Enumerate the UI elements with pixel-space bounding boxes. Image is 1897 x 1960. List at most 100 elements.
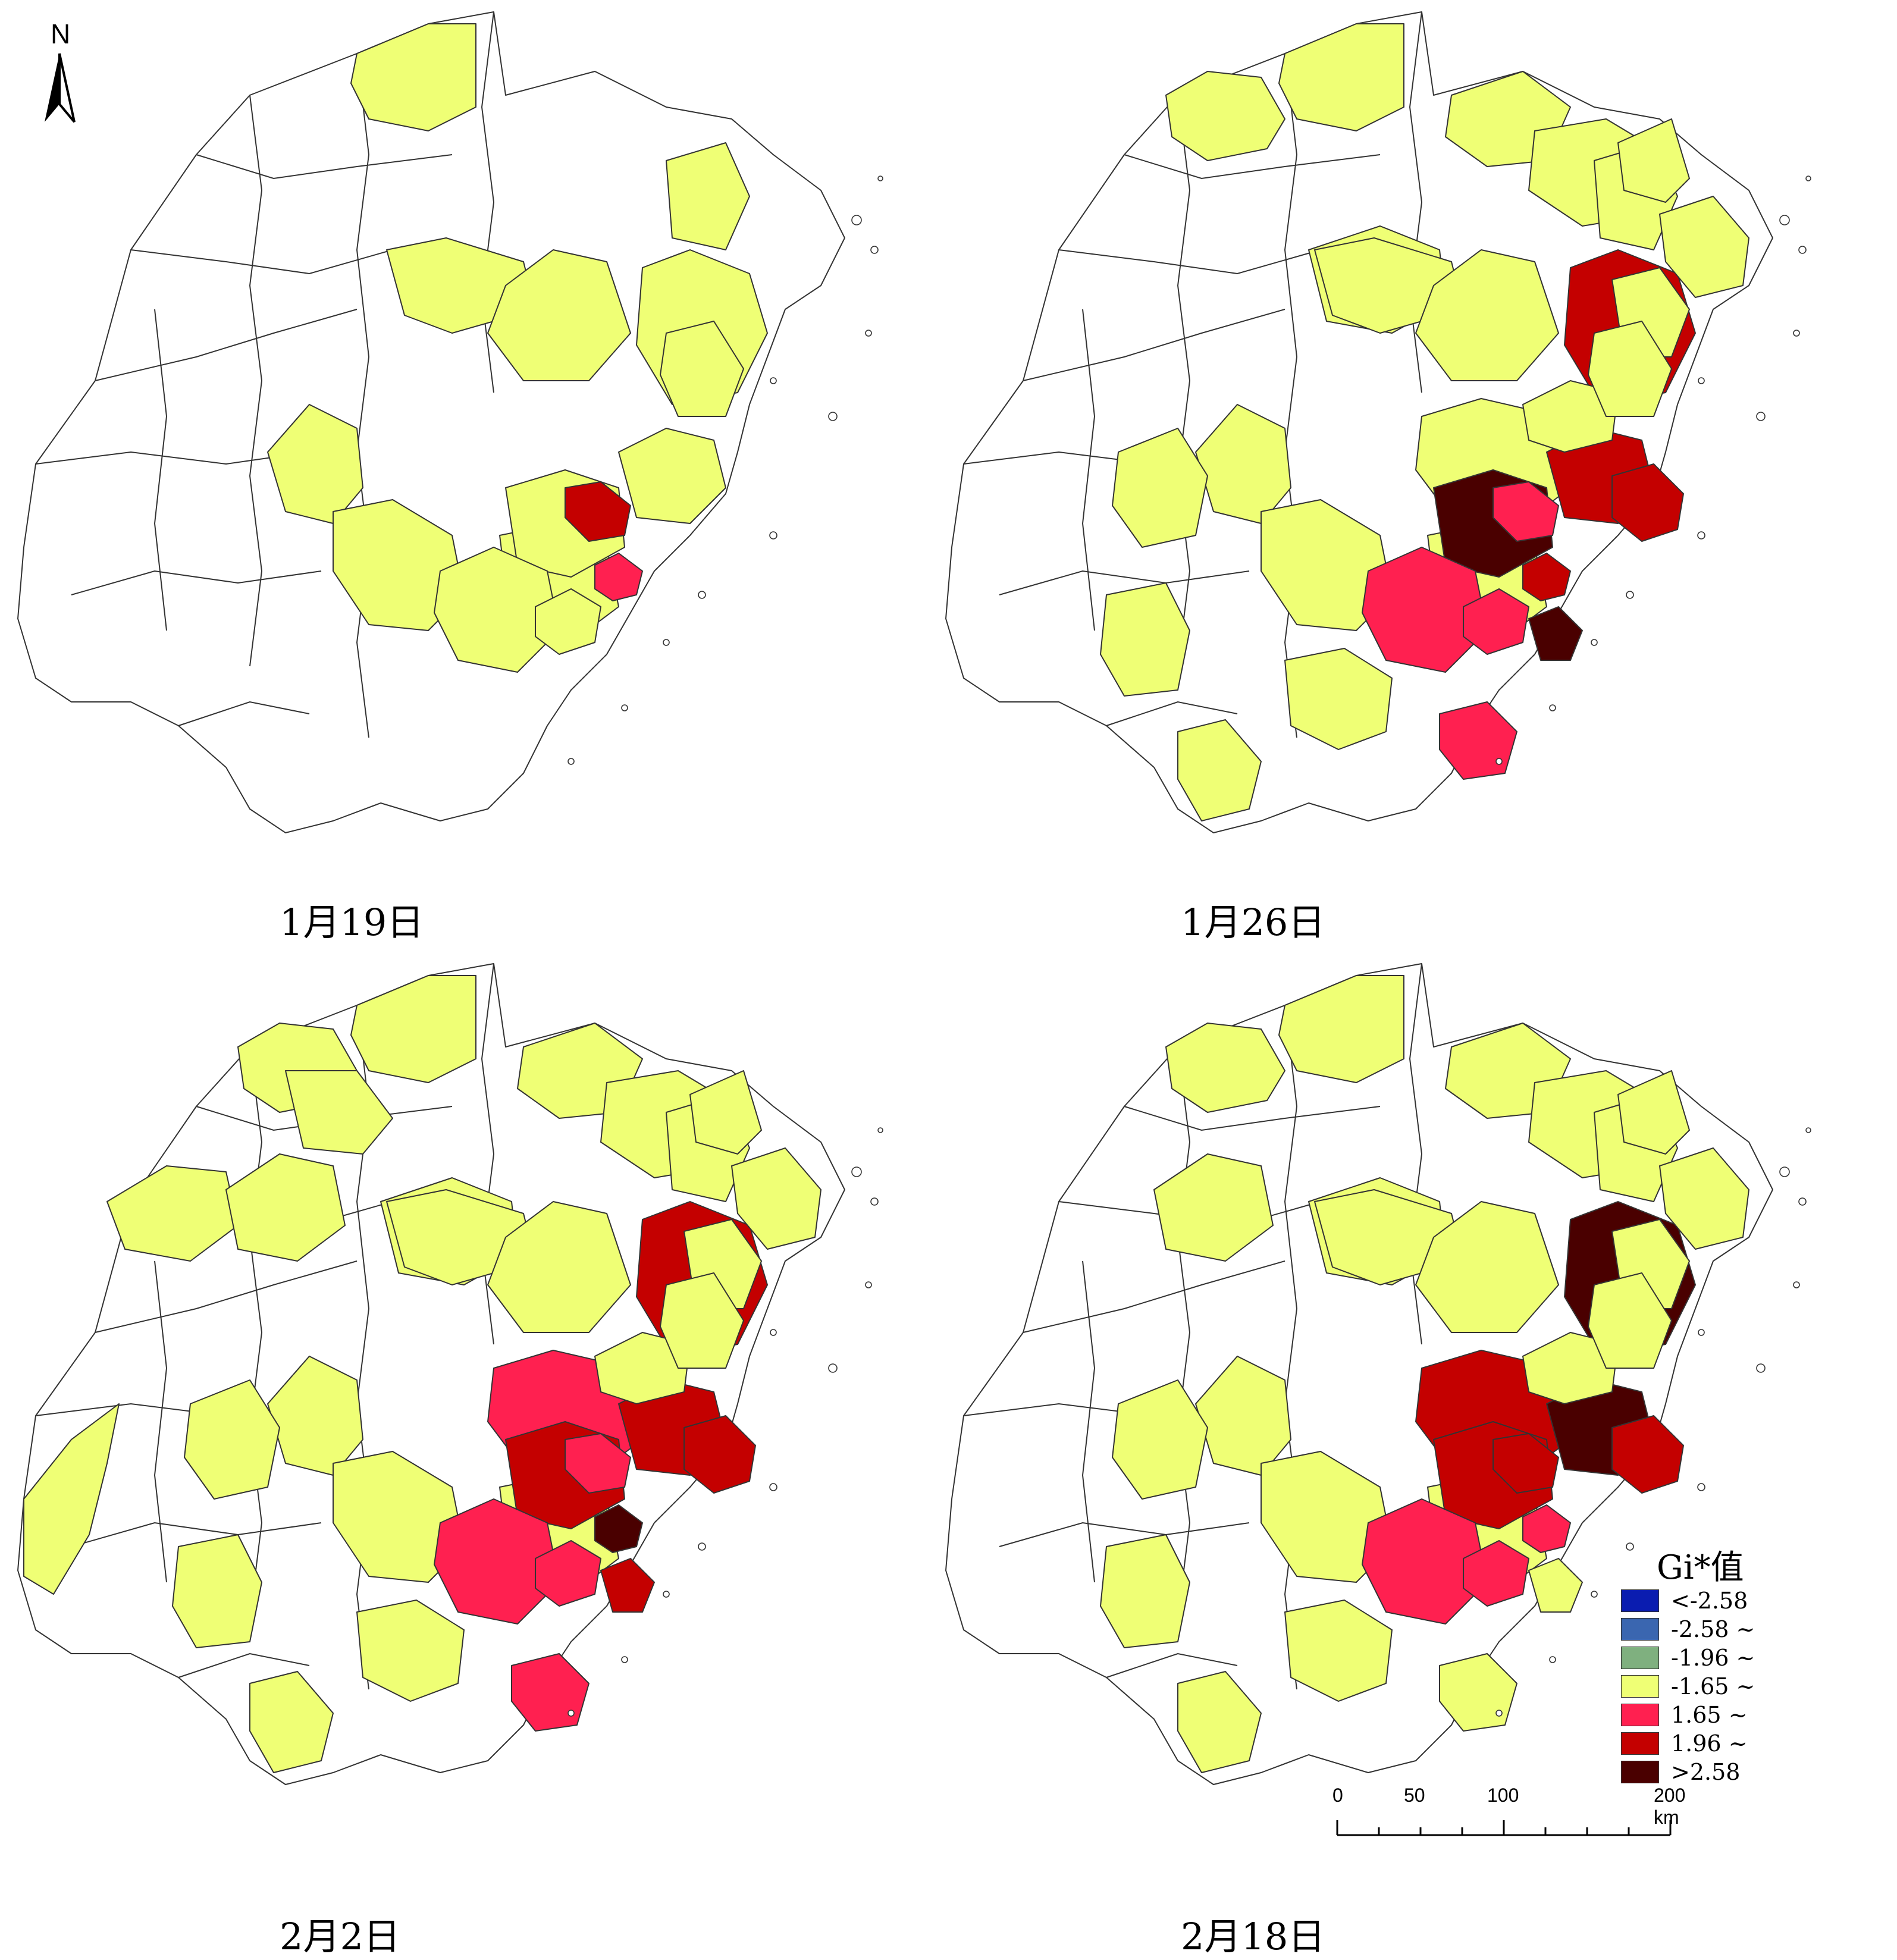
county-c32-hot2 [600,1558,655,1613]
county-c24-neutral [1522,380,1619,453]
legend-title: Gi*值 [1657,1548,1744,1587]
island [769,1483,777,1491]
caption-feb2: 2月2日 [280,1915,400,1958]
island [769,531,777,540]
county-c28-hot1 [1463,588,1529,655]
county-c19-neutral [1617,118,1690,203]
county-boundary [1106,701,1238,726]
scale-label-50: 50 [1404,1785,1425,1806]
county-c23-hot1 [1492,481,1559,542]
county-c4-neutral [267,1356,363,1476]
island [851,1166,862,1177]
island [1549,1656,1556,1663]
county-boundary [178,1652,310,1678]
scale-bar-graphic [1336,1820,1672,1836]
county-boundary [71,570,322,595]
county-c18-neutral [1659,196,1749,298]
legend-label: >2.58 [1671,1759,1741,1785]
county-c18-neutral [731,1147,821,1250]
county-boundary [130,249,393,275]
county-c27-hot1 [1362,1498,1488,1625]
legend-swatch [1621,1675,1659,1698]
island [877,175,883,181]
legend-swatch [1621,1704,1659,1726]
county-c28-hot1 [535,1540,601,1607]
county-c25-hot2 [1611,463,1684,542]
county-c33-neutral [1177,1671,1262,1773]
county-c32-neutral [1528,1558,1583,1613]
legend-swatch [1621,1589,1659,1612]
island [621,1656,628,1663]
county-boundary [71,1522,322,1547]
island [1805,175,1811,181]
caption-feb18: 2月18日 [1181,1915,1325,1958]
county-boundary [1284,53,1298,738]
county-boundary [1106,1652,1238,1678]
island [1626,591,1634,599]
county-c24-neutral [594,1332,691,1404]
county-c28-neutral [535,588,601,655]
county-c8-neutral [285,1070,393,1155]
island [663,1591,670,1598]
island [1805,1127,1811,1133]
county-boundary [153,309,168,631]
county-c35-neutral [1100,582,1190,697]
county-c24-neutral [1522,1332,1619,1404]
island [1697,531,1705,540]
map-panel-jan26 [928,0,1820,857]
island [870,246,879,254]
map-panel-jan19 [0,0,892,857]
island [1697,1483,1705,1491]
north-arrow: N [33,18,98,131]
county-c4-neutral [267,404,363,524]
county-boundary [1058,249,1321,275]
island [567,758,575,765]
legend-item: 1.96 ~ [1621,1729,1799,1758]
county-c33-neutral [1177,719,1262,821]
county-c3-neutral [1278,975,1404,1083]
island [1756,412,1766,421]
county-c4-neutral [1195,1356,1291,1476]
map-panel-feb2 [0,952,892,1808]
county-c36-neutral [660,1272,744,1369]
island [1626,1542,1634,1551]
island [663,639,670,646]
legend-item: -1.65 ~ [1621,1672,1799,1701]
county-c3-neutral [1278,23,1404,131]
county-boundary [1081,309,1096,631]
legend-swatch [1621,1618,1659,1641]
county-c36-neutral [1588,1272,1672,1369]
county-c34-neutral [1112,1379,1208,1500]
island [1549,704,1556,711]
county-c30-neutral [1284,1600,1393,1702]
county-c32-hot3 [1528,606,1583,661]
county-boundary [249,95,263,667]
county-c30-neutral [356,1600,465,1702]
island [1698,377,1705,384]
county-c29-hot3 [594,1504,643,1553]
island [621,704,628,711]
island [770,377,777,384]
county-c4-neutral [1195,404,1291,524]
island [698,591,706,599]
county-boundary [1177,95,1191,667]
island [870,1197,879,1206]
county-c2-neutral [1165,71,1285,161]
scale-label-200: 200 km [1654,1785,1686,1828]
county-boundary [1409,963,1423,1345]
island [1495,1710,1503,1717]
county-boundary [1124,1106,1381,1131]
county-map [945,963,1811,1785]
legend-label: 1.65 ~ [1671,1702,1748,1728]
county-c27-hot1 [1362,547,1488,673]
county-boundary [249,1046,263,1619]
county-map [945,11,1811,833]
legend-item: -1.96 ~ [1621,1644,1799,1672]
island [865,330,872,337]
legend-swatch [1621,1761,1659,1783]
county-boundary [481,11,495,393]
county-boundary [1081,1260,1096,1583]
county-boundary [1124,154,1381,180]
county-boundary [356,53,370,738]
island [1798,246,1807,254]
